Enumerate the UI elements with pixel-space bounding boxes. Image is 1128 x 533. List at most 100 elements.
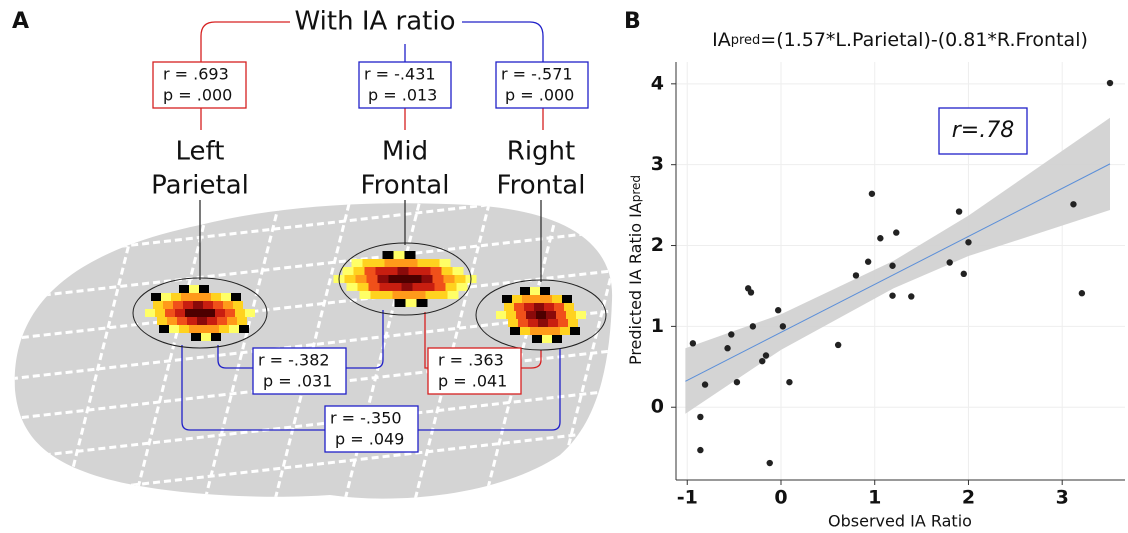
- heat-cell: [414, 291, 426, 299]
- heat-cell: [199, 325, 209, 333]
- heat-cell: [227, 317, 237, 325]
- heat-cell: [359, 291, 371, 299]
- heat-cell: [548, 319, 558, 327]
- region-name: Right: [507, 137, 575, 167]
- ring: [475, 279, 607, 351]
- heat-cell: [404, 251, 416, 259]
- heat-cell: [447, 291, 459, 299]
- heat-cell: [439, 259, 451, 267]
- heat-cell: [568, 319, 578, 327]
- heat-cell: [219, 325, 229, 333]
- heat-cell: [425, 291, 437, 299]
- text-part: =(1.57*L.Parietal)-(0.81*R.Frontal): [760, 29, 1088, 51]
- text-part: pred: [629, 175, 643, 202]
- heat-cell: [520, 327, 530, 335]
- point: [749, 323, 757, 330]
- region-name: Frontal: [361, 171, 450, 201]
- heat-cell: [373, 259, 385, 267]
- pair-box: r = -.382 p = .031: [252, 347, 347, 395]
- heat-cell: [570, 327, 580, 335]
- heat-cell: [496, 311, 506, 319]
- connector: [200, 108, 544, 130]
- point: [864, 258, 872, 265]
- box: [358, 61, 452, 109]
- region-name: Mid: [382, 137, 428, 167]
- heat-cell: [157, 317, 167, 325]
- text-part: pred: [731, 33, 761, 48]
- point: [877, 235, 884, 242]
- heat-cell: [456, 283, 468, 291]
- heat-cell: [532, 295, 542, 303]
- point: [733, 378, 741, 386]
- heat-cell: [546, 311, 556, 319]
- heat-cell: [153, 301, 163, 309]
- x-tick-label: 1: [868, 487, 881, 509]
- diagram-title: With IA ratio: [295, 7, 456, 37]
- heat-cell: [532, 335, 542, 343]
- heat-cell: [193, 301, 203, 309]
- x-tick-label: 2: [962, 487, 975, 509]
- heat-cell: [542, 335, 552, 343]
- heat-cell: [233, 301, 243, 309]
- heat-cell: [401, 283, 413, 291]
- panel-label: A: [12, 9, 29, 34]
- connectors: [181, 21, 561, 431]
- heat-cell: [344, 275, 356, 283]
- heat-cell: [441, 267, 453, 275]
- heat-cell: [177, 317, 187, 325]
- heat-cell: [524, 303, 534, 311]
- heat-cell: [392, 291, 404, 299]
- heat-cell: [151, 293, 161, 301]
- heat-cell: [576, 311, 586, 319]
- heat-cell: [530, 327, 540, 335]
- x-axis-label: Observed IA Ratio: [828, 512, 972, 531]
- p-value: p = .000: [505, 86, 574, 105]
- r-value: r = -.350: [330, 409, 402, 428]
- heat-cell: [195, 309, 205, 317]
- point: [786, 378, 793, 386]
- point: [779, 323, 787, 330]
- point: [701, 381, 709, 388]
- annotation-box: [938, 107, 1028, 155]
- heat-cell: [355, 275, 367, 283]
- point: [762, 352, 770, 359]
- heat-cell: [403, 291, 415, 299]
- heat-cell: [217, 317, 227, 325]
- heat-cell: [207, 317, 217, 325]
- box: [495, 61, 589, 109]
- y-tick-label: 0: [651, 396, 664, 418]
- heat-cell: [167, 317, 177, 325]
- heat-cell: [145, 309, 155, 317]
- heat-cell: [185, 309, 195, 317]
- point: [852, 272, 860, 279]
- box: [252, 347, 347, 395]
- heat-cell: [239, 325, 249, 333]
- y-tick-label: 3: [651, 153, 664, 175]
- heat-cell: [520, 287, 530, 295]
- point: [728, 331, 735, 338]
- heat-cell: [379, 283, 391, 291]
- p-value: p = .000: [163, 86, 232, 105]
- heat-cell: [540, 287, 550, 295]
- heat-cell: [428, 259, 440, 267]
- y-tick-label: 4: [651, 72, 664, 94]
- fit-line: [685, 163, 1111, 382]
- text-part: IA: [712, 29, 731, 51]
- heat-cell: [370, 291, 382, 299]
- ring: [338, 242, 472, 316]
- heat-cell: [245, 309, 255, 317]
- heat-cell: [399, 275, 411, 283]
- heat-cell: [452, 267, 464, 275]
- chart-title: IApred=(1.57*L.Parietal)-(0.81*R.Frontal…: [712, 29, 1088, 51]
- point: [774, 307, 782, 314]
- heat-cell: [382, 251, 394, 259]
- heat-cell: [189, 325, 199, 333]
- point: [697, 413, 704, 421]
- p-value: p = .031: [263, 372, 332, 391]
- point: [689, 340, 697, 347]
- heat-cell: [390, 283, 402, 291]
- heat-cell: [516, 311, 526, 319]
- point: [747, 289, 755, 296]
- heat-cell: [538, 319, 548, 327]
- r-value: r = -.431: [364, 65, 436, 84]
